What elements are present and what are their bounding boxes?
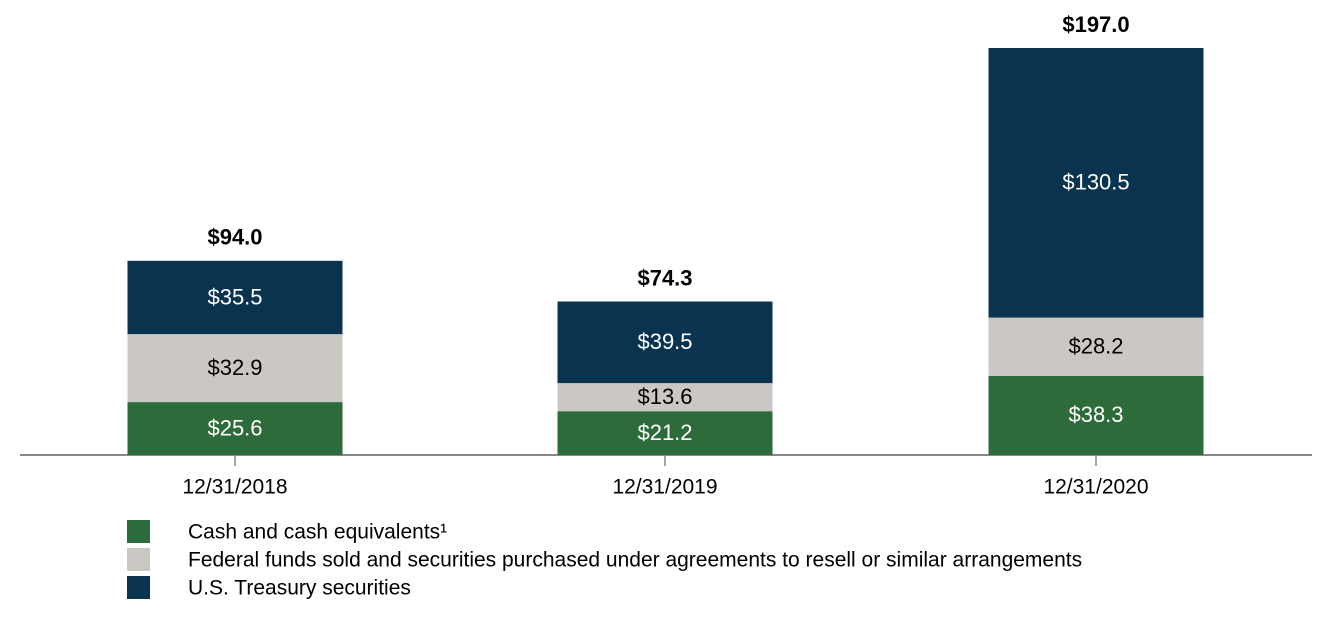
bar-segment (988, 48, 1204, 318)
bar-segment (988, 317, 1204, 376)
x-tick-label: 12/31/2018 (182, 476, 287, 499)
legend-label: U.S. Treasury securities (188, 577, 411, 600)
value-label: $25.6 (207, 415, 262, 440)
total-label: $74.3 (637, 265, 692, 290)
bar-segment (127, 260, 343, 335)
value-label: $38.3 (1068, 402, 1123, 427)
value-label: $13.6 (637, 384, 692, 409)
x-tick-label: 12/31/2019 (612, 476, 717, 499)
value-label: $130.5 (1062, 170, 1129, 195)
value-label: $21.2 (637, 420, 692, 445)
value-label: $32.9 (207, 355, 262, 380)
legend-label: Cash and cash equivalents¹ (188, 521, 447, 544)
legend-label: Federal funds sold and securities purcha… (188, 549, 1082, 572)
bar-segment (557, 411, 773, 455)
bar-segment (127, 334, 343, 403)
total-label: $197.0 (1062, 12, 1129, 37)
bar-segment (557, 301, 773, 384)
value-label: $35.5 (207, 284, 262, 309)
legend-swatch (127, 520, 150, 543)
bar-segment (127, 402, 343, 455)
value-label: $28.2 (1068, 334, 1123, 359)
legend-swatch (127, 576, 150, 599)
bar-segment (988, 375, 1204, 455)
value-label: $39.5 (637, 329, 692, 354)
legend-swatch (127, 548, 150, 571)
total-label: $94.0 (207, 225, 262, 250)
bar-segment (557, 383, 773, 412)
x-tick-label: 12/31/2020 (1043, 476, 1148, 499)
